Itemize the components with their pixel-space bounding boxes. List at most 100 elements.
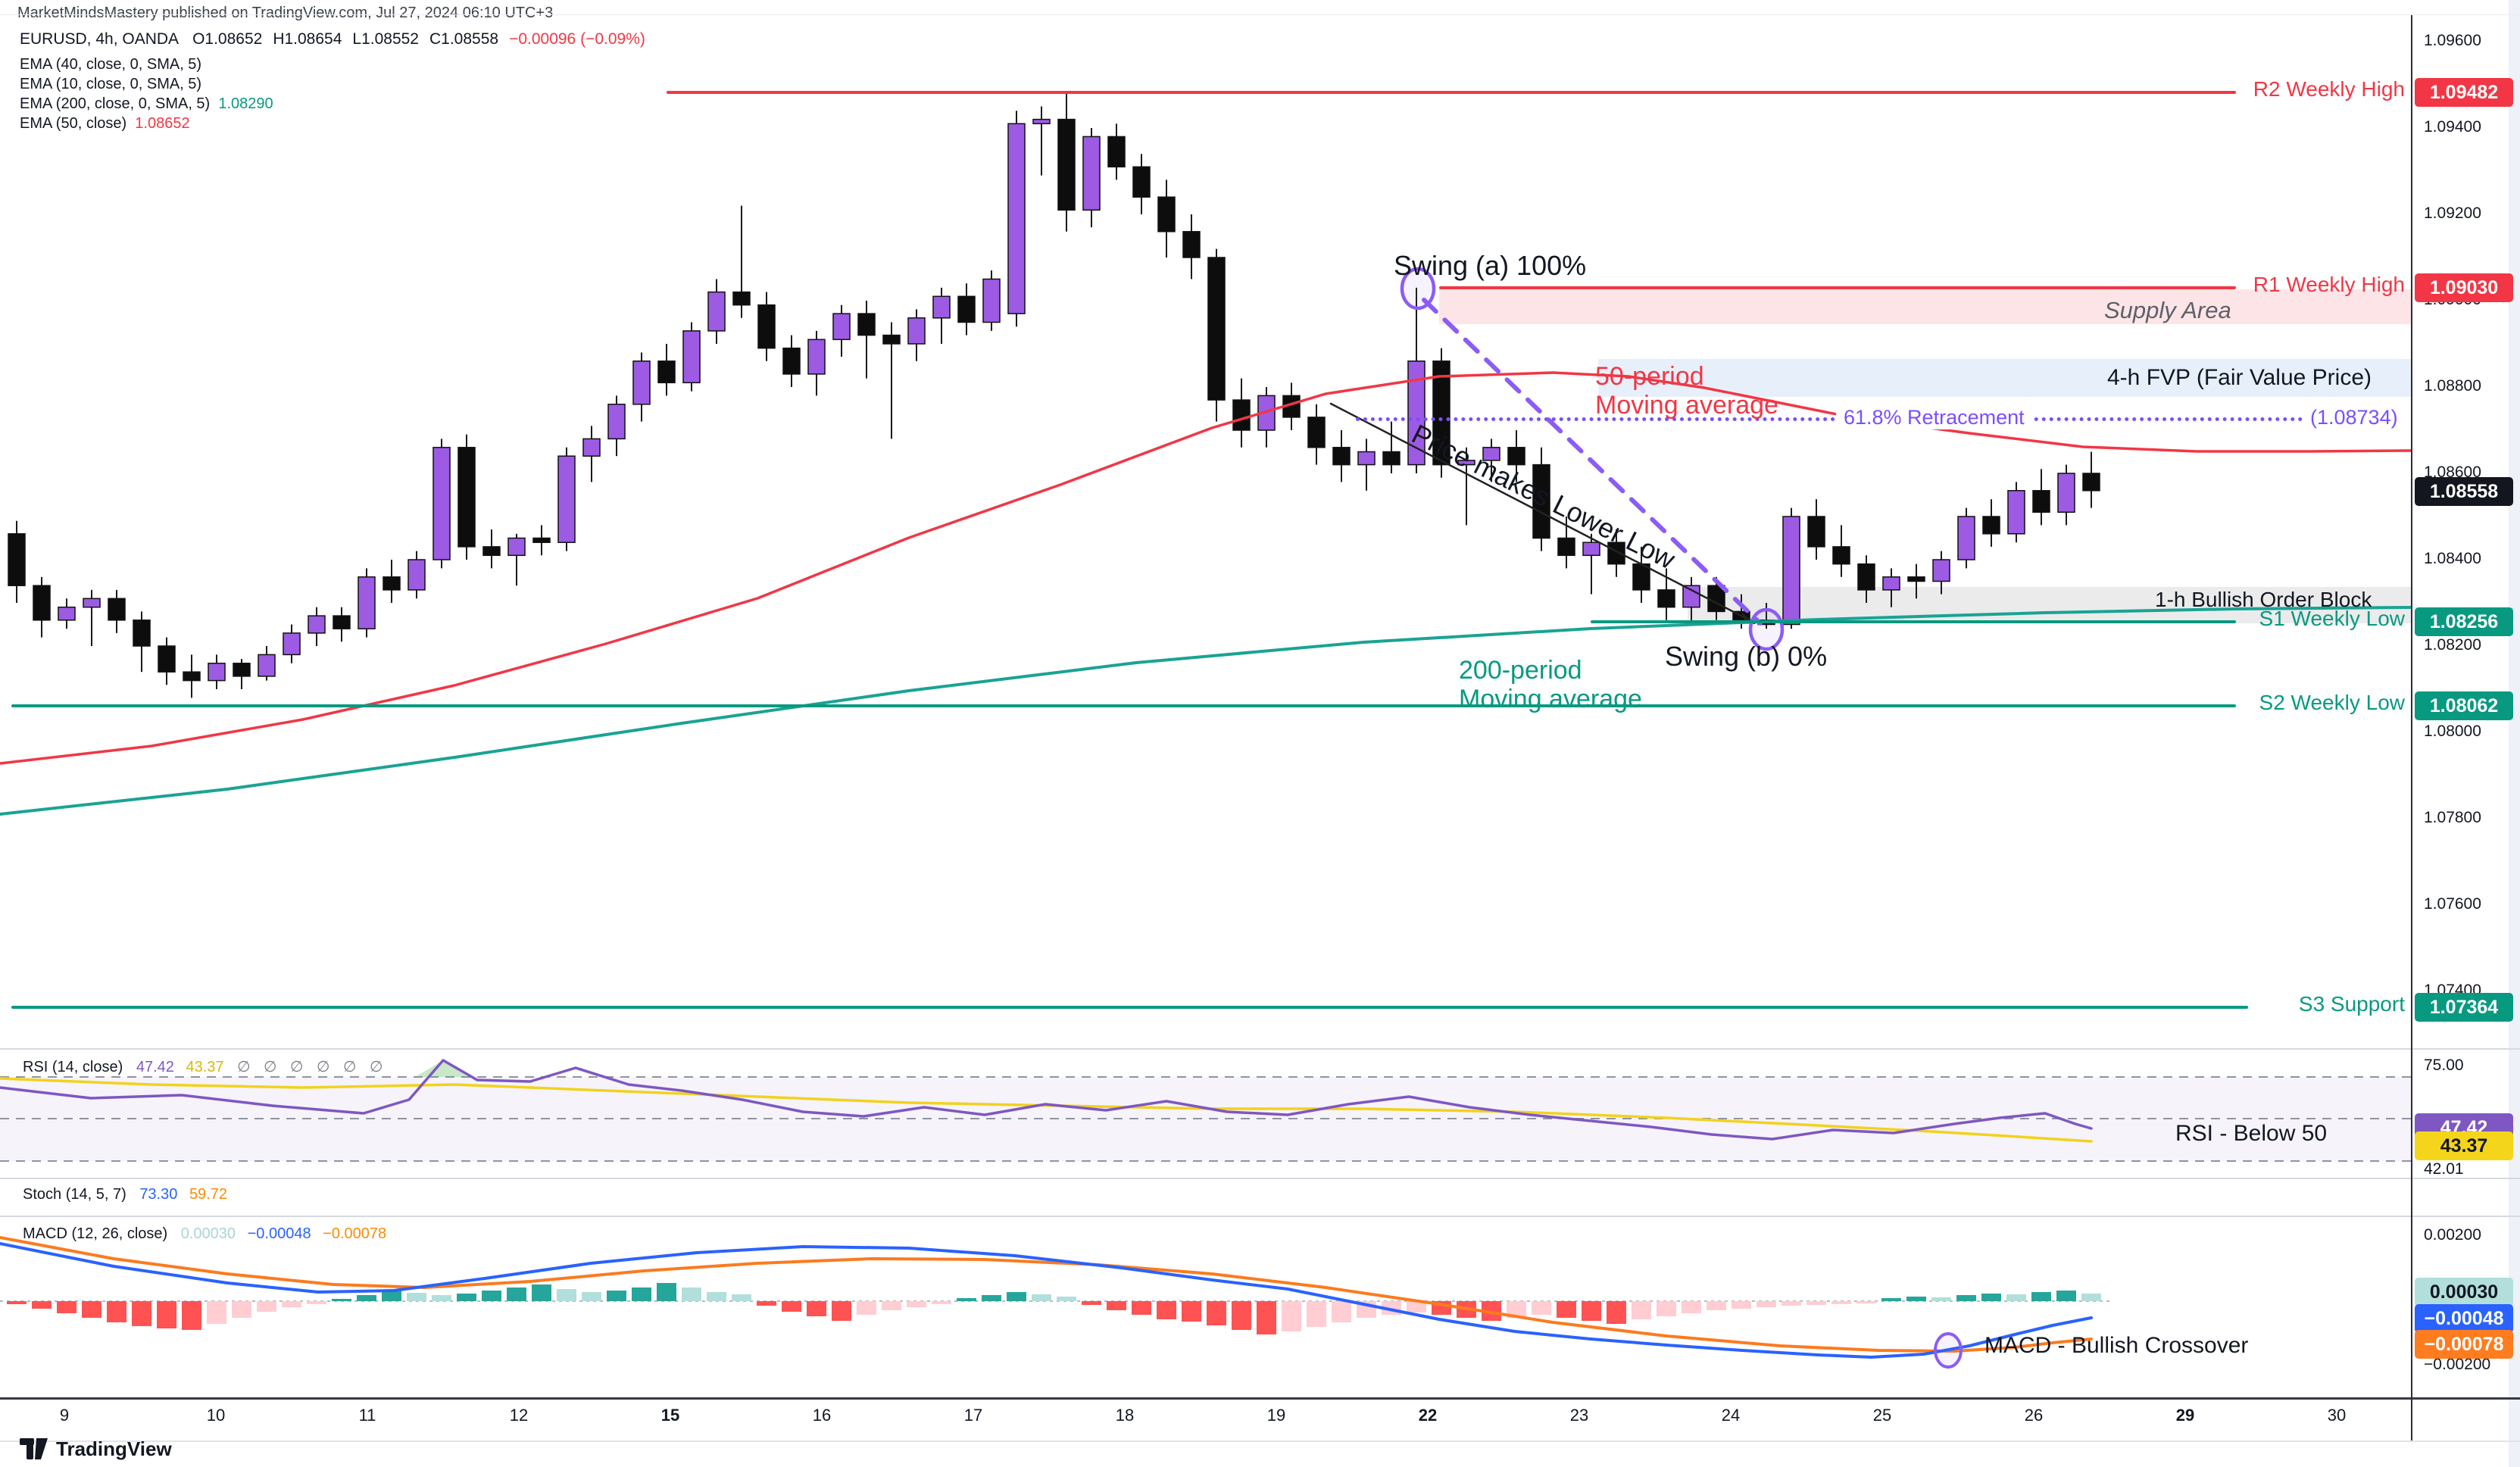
- r2-weekly-high-line: [667, 91, 2236, 94]
- symbol-legend-row[interactable]: EURUSD, 4h, OANDA O1.08652 H1.08654 L1.0855…: [20, 30, 645, 48]
- r1-weekly-high-label: R1 Weekly High: [2253, 273, 2405, 296]
- axis-price-badge: 1.09482: [2415, 78, 2513, 107]
- pane-divider-stoch: [0, 1178, 2520, 1179]
- fib-618-label: 61.8% Retracement: [1836, 406, 2032, 429]
- macd-note: MACD - Bullish Crossover: [1984, 1333, 2249, 1358]
- axis-price-label: 1.07600: [2424, 895, 2481, 913]
- time-axis-label: 29: [2175, 1406, 2195, 1425]
- tradingview-logo[interactable]: TradingView: [20, 1436, 172, 1462]
- rsi-ma-value: 43.37: [186, 1059, 224, 1075]
- stoch-k-value: 73.30: [139, 1186, 178, 1203]
- time-axis-label: 26: [2024, 1406, 2044, 1425]
- time-axis-label: 9: [59, 1406, 70, 1425]
- ema-value: 1.08290: [210, 95, 273, 112]
- axis-price-badge: 1.08558: [2415, 477, 2513, 506]
- price-axis-border: [2411, 15, 2412, 1440]
- axis-price-label: 75.00: [2424, 1057, 2464, 1074]
- axis-price-label: 1.09600: [2424, 32, 2481, 49]
- time-axis-label: 15: [660, 1406, 680, 1425]
- axis-price-label: 1.08000: [2424, 723, 2481, 740]
- time-axis-label: 22: [1418, 1406, 1438, 1425]
- ohlc-open: O1.08652: [192, 30, 263, 48]
- legend-ema-row[interactable]: EMA (50, close) 1.08652: [20, 115, 190, 133]
- time-axis-label: 10: [206, 1406, 226, 1425]
- axis-price-label: 1.08600: [2424, 464, 2481, 481]
- time-axis-label: 17: [963, 1406, 983, 1425]
- ema-label: EMA (40, close, 0, SMA, 5): [20, 56, 202, 73]
- right-edge-strip: [2509, 0, 2520, 1467]
- time-axis-label: 30: [2327, 1406, 2347, 1425]
- ema-value: 1.08652: [126, 115, 190, 132]
- macd-title: MACD (12, 26, close): [23, 1225, 168, 1242]
- rsi-legend[interactable]: RSI (14, close) 47.42 43.37 ∅ ∅ ∅ ∅ ∅ ∅: [23, 1057, 387, 1076]
- s3-support-line: [11, 1006, 2248, 1009]
- time-axis-label: 23: [1569, 1406, 1589, 1425]
- time-axis-label: 24: [1721, 1406, 1741, 1425]
- axis-price-label: 0.00200: [2424, 1226, 2481, 1244]
- rsi-title: RSI (14, close): [23, 1059, 123, 1075]
- s2-weekly-low-label: S2 Weekly Low: [2259, 691, 2405, 714]
- s3-support-label: S3 Support: [2298, 992, 2405, 1016]
- axis-price-label: 42.01: [2424, 1160, 2464, 1178]
- axis-price-badge: 1.07364: [2415, 993, 2513, 1022]
- rsi-note: RSI - Below 50: [2175, 1121, 2328, 1146]
- stoch-legend[interactable]: Stoch (14, 5, 7) 73.30 59.72: [23, 1186, 227, 1203]
- axis-price-label: 1.09200: [2424, 204, 2481, 222]
- timeline-top-border: [0, 1397, 2520, 1400]
- rsi-value: 47.42: [136, 1059, 174, 1075]
- time-axis-label: 18: [1115, 1406, 1135, 1425]
- chart-top-border: [0, 14, 2520, 15]
- legend-ema-row[interactable]: EMA (40, close, 0, SMA, 5): [20, 56, 201, 73]
- main-price-pane[interactable]: [0, 15, 2411, 1049]
- s1-weekly-low-label: S1 Weekly Low: [2259, 607, 2405, 630]
- time-axis-label: 25: [1872, 1406, 1892, 1425]
- stoch-pane[interactable]: [0, 1178, 2411, 1216]
- ohlc-change: −0.00096 (−0.09%): [509, 30, 645, 48]
- axis-price-badge: −0.00078: [2415, 1330, 2513, 1359]
- ohlc-high: H1.08654: [273, 30, 342, 48]
- fvp-label: 4-h FVP (Fair Value Price): [2107, 365, 2372, 390]
- axis-price-label: 1.07800: [2424, 809, 2481, 826]
- timeline-bottom-border: [0, 1440, 2520, 1442]
- axis-price-label: 1.08800: [2424, 377, 2481, 395]
- pane-divider-rsi: [0, 1048, 2520, 1050]
- legend-ema-row[interactable]: EMA (10, close, 0, SMA, 5): [20, 76, 201, 93]
- byline: MarketMindsMastery published on TradingV…: [17, 5, 554, 21]
- macd-pane[interactable]: [0, 1216, 2411, 1397]
- axis-price-badge: 1.08256: [2415, 607, 2513, 636]
- stoch-d-value: 59.72: [189, 1186, 227, 1203]
- pane-divider-macd: [0, 1216, 2520, 1217]
- fib-618-value: (1.08734): [2303, 406, 2406, 429]
- axis-price-badge: 1.08062: [2415, 691, 2513, 720]
- s2-weekly-low-line: [11, 704, 2236, 707]
- ma50-label: 50-period Moving average: [1595, 362, 1778, 420]
- macd-legend[interactable]: MACD (12, 26, close) 0.00030 −0.00048 −0…: [23, 1225, 386, 1243]
- time-axis-label: 11: [358, 1406, 376, 1425]
- ema-label: EMA (50, close): [20, 115, 127, 132]
- time-axis-label: 19: [1266, 1406, 1286, 1425]
- rsi-empty-values: ∅ ∅ ∅ ∅ ∅ ∅: [237, 1059, 388, 1075]
- swing-b-label: Swing (b) 0%: [1665, 641, 1828, 672]
- axis-price-badge: 43.37: [2415, 1131, 2513, 1160]
- axis-price-badge: −0.00048: [2415, 1304, 2513, 1333]
- axis-price-badge: 1.09030: [2415, 273, 2513, 302]
- legend-ema-row[interactable]: EMA (200, close, 0, SMA, 5) 1.08290: [20, 95, 273, 113]
- axis-price-label: −0.00200: [2424, 1356, 2491, 1373]
- symbol-name: EURUSD, 4h, OANDA: [20, 30, 180, 48]
- supply-area-label: Supply Area: [2104, 297, 2231, 323]
- ohlc-low: L1.08552: [352, 30, 419, 48]
- axis-price-label: 1.08400: [2424, 550, 2481, 567]
- axis-price-label: 1.09400: [2424, 118, 2481, 136]
- ema-label: EMA (200, close, 0, SMA, 5): [20, 95, 211, 112]
- r1-weekly-high-line: [1439, 286, 2236, 289]
- ohlc-close: C1.08558: [429, 30, 499, 48]
- macd-value: −0.00048: [247, 1225, 311, 1242]
- s1-weekly-low-line: [1591, 620, 2236, 623]
- r2-weekly-high-label: R2 Weekly High: [2253, 77, 2405, 101]
- stoch-title: Stoch (14, 5, 7): [23, 1186, 126, 1203]
- macd-hist-value: 0.00030: [180, 1225, 236, 1242]
- axis-price-label: 1.08200: [2424, 636, 2481, 654]
- swing-a-label: Swing (a) 100%: [1394, 250, 1587, 281]
- tradingview-logo-icon: [20, 1438, 48, 1459]
